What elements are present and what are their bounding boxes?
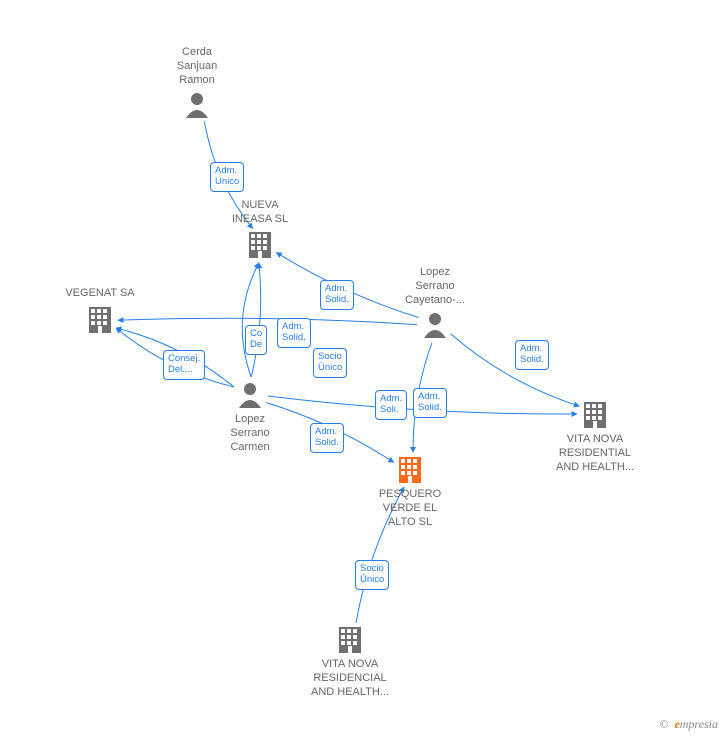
edge-label: Adm. Solid. xyxy=(277,318,311,348)
node-label: VITA NOVA RESIDENTIAL AND HEALTH... xyxy=(540,433,650,474)
watermark: © empresia xyxy=(659,717,718,732)
node-label: VITA NOVA RESIDENCIAL AND HEALTH... xyxy=(295,658,405,699)
edge-label: Adm. Unico xyxy=(210,162,244,192)
person-node xyxy=(239,383,261,408)
person-node xyxy=(424,313,446,338)
node-label: Cerda Sanjuan Ramon xyxy=(142,46,252,87)
edge-label: Adm. Solid. xyxy=(320,280,354,310)
edge-label: Adm. Solid. xyxy=(515,340,549,370)
building-node xyxy=(249,232,271,258)
edge-label: Adm. Soli. xyxy=(375,390,407,420)
building-node xyxy=(89,307,111,333)
node-label: PESQUERO VERDE EL ALTO SL xyxy=(355,488,465,529)
edge-label: Co De xyxy=(245,325,267,355)
edge-label: Adm. Solid. xyxy=(310,423,344,453)
brand-name: empresia xyxy=(674,717,718,731)
edge-label: Consej. Del.... xyxy=(163,350,205,380)
edge-label: Socio Único xyxy=(313,348,347,378)
edge xyxy=(118,318,417,325)
diagram-canvas xyxy=(0,0,728,740)
edge-label: Adm. Solid. xyxy=(413,388,447,418)
edge xyxy=(251,263,261,377)
edge-label: Socio Único xyxy=(355,560,389,590)
node-label: Lopez Serrano Cayetano-... xyxy=(380,266,490,307)
node-label: VEGENAT SA xyxy=(45,287,155,301)
building-node xyxy=(399,457,421,483)
copyright-symbol: © xyxy=(659,717,668,731)
node-label: NUEVA INEASA SL xyxy=(205,199,315,227)
edge xyxy=(242,263,259,377)
node-label: Lopez Serrano Carmen xyxy=(195,413,305,454)
building-node xyxy=(584,402,606,428)
person-node xyxy=(186,93,208,118)
building-node xyxy=(339,627,361,653)
